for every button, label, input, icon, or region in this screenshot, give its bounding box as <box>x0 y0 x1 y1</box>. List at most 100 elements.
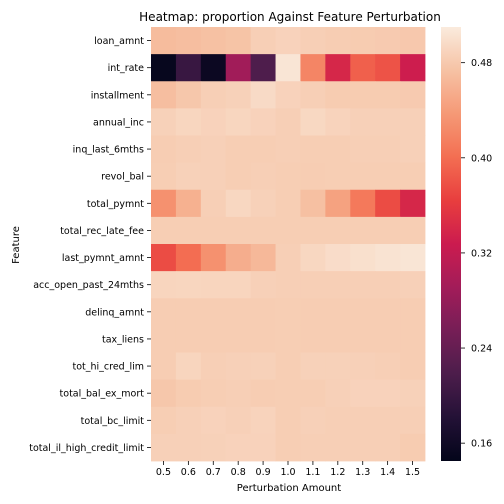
heatmap-cell <box>325 244 351 272</box>
heatmap-cell <box>300 244 326 272</box>
heatmap-cell <box>375 216 401 245</box>
heatmap-cell <box>375 135 401 164</box>
heatmap-cell <box>275 27 301 55</box>
heatmap-cell <box>175 379 202 408</box>
heatmap-cell <box>250 379 276 408</box>
heatmap-cell <box>225 162 252 191</box>
heatmap-cell <box>200 216 227 245</box>
heatmap-cell <box>325 81 351 109</box>
heatmap-cell <box>225 216 252 245</box>
heatmap-cell <box>375 54 401 82</box>
y-tick-label: tot_hi_cred_lim <box>72 362 144 373</box>
heatmap-cell <box>325 54 351 82</box>
heatmap-cell <box>151 433 177 462</box>
y-tick-label: last_pymnt_amnt <box>62 253 144 264</box>
heatmap-cell <box>200 271 227 299</box>
heatmap-cell <box>350 189 376 218</box>
heatmap-cell <box>375 379 401 408</box>
y-tick-label: total_bal_ex_mort <box>60 389 145 400</box>
heatmap-cell <box>350 298 376 326</box>
heatmap-cell <box>400 27 426 55</box>
heatmap-cell <box>225 244 252 272</box>
heatmap-cell <box>275 162 301 191</box>
heatmap-cell <box>350 352 376 381</box>
heatmap-cell <box>250 54 276 82</box>
heatmap-cell <box>350 406 376 435</box>
heatmap-cell <box>151 81 177 109</box>
heatmap-cell <box>200 379 227 408</box>
heatmap-cell <box>300 135 326 164</box>
heatmap-cell <box>375 298 401 326</box>
heatmap-cell <box>200 81 227 109</box>
heatmap-cell <box>325 135 351 164</box>
heatmap-cell <box>151 352 177 381</box>
heatmap-cell <box>151 325 177 353</box>
heatmap-cell <box>400 189 426 218</box>
heatmap-cell <box>225 81 252 109</box>
heatmap-cell <box>250 271 276 299</box>
heatmap-cell <box>250 189 276 218</box>
heatmap-cell <box>375 81 401 109</box>
heatmap-cell <box>300 271 326 299</box>
heatmap-cell <box>225 325 252 353</box>
y-tick-label: total_il_high_credit_limit <box>29 443 144 454</box>
heatmap-cell <box>400 298 426 326</box>
heatmap-cell <box>275 271 301 299</box>
heatmap-cell <box>400 325 426 353</box>
heatmap-cell <box>225 54 252 82</box>
heatmap-cell <box>375 406 401 435</box>
heatmap-cell <box>400 406 426 435</box>
heatmap-cell <box>325 27 351 55</box>
heatmap-cell <box>250 325 276 353</box>
heatmap-cell <box>275 352 301 381</box>
heatmap-cell <box>225 271 252 299</box>
heatmap-cell <box>250 433 276 462</box>
heatmap-cell <box>175 406 202 435</box>
heatmap-cell <box>151 162 177 191</box>
heatmap-cell <box>225 352 252 381</box>
heatmap-cell <box>151 27 177 55</box>
heatmap-cell <box>350 162 376 191</box>
heatmap-cell <box>250 108 276 136</box>
heatmap-cell <box>200 298 227 326</box>
heatmap-cell <box>300 352 326 381</box>
heatmap-cell <box>350 135 376 164</box>
heatmap-cell <box>325 298 351 326</box>
heatmap-cell <box>200 325 227 353</box>
heatmap-cell <box>300 108 326 136</box>
heatmap-cell <box>175 433 202 462</box>
heatmap-cell <box>375 271 401 299</box>
heatmap-cell <box>151 271 177 299</box>
heatmap-cell <box>325 271 351 299</box>
x-tick-label: 1.1 <box>305 467 320 478</box>
heatmap-cell <box>200 54 227 82</box>
heatmap-cell <box>175 325 202 353</box>
x-tick-label: 1.5 <box>405 467 420 478</box>
heatmap-cell <box>250 298 276 326</box>
heatmap-cell <box>275 325 301 353</box>
heatmap-cell <box>175 352 202 381</box>
heatmap-cell <box>200 433 227 462</box>
colorbar-tick-label: 0.40 <box>471 153 492 164</box>
heatmap-cell <box>225 433 252 462</box>
y-tick-label: annual_inc <box>93 117 144 128</box>
x-tick-label: 1.2 <box>330 467 345 478</box>
x-tick-label: 1.4 <box>380 467 395 478</box>
x-tick-label: 1.3 <box>355 467 370 478</box>
heatmap-cell <box>400 54 426 82</box>
heatmap-cell <box>225 406 252 435</box>
y-tick-label: revol_bal <box>101 172 144 183</box>
heatmap-cell <box>375 352 401 381</box>
heatmap-cell <box>200 135 227 164</box>
heatmap-cell <box>200 162 227 191</box>
heatmap-cell <box>325 325 351 353</box>
heatmap-cell <box>400 108 426 136</box>
heatmap-cell <box>225 189 252 218</box>
heatmap-cell <box>375 244 401 272</box>
x-axis-label: Perturbation Amount <box>237 483 341 494</box>
heatmap-cell <box>200 189 227 218</box>
heatmap-cell <box>250 216 276 245</box>
y-tick-label: total_rec_late_fee <box>60 226 144 237</box>
heatmap-cell <box>325 352 351 381</box>
heatmap-cell <box>200 352 227 381</box>
